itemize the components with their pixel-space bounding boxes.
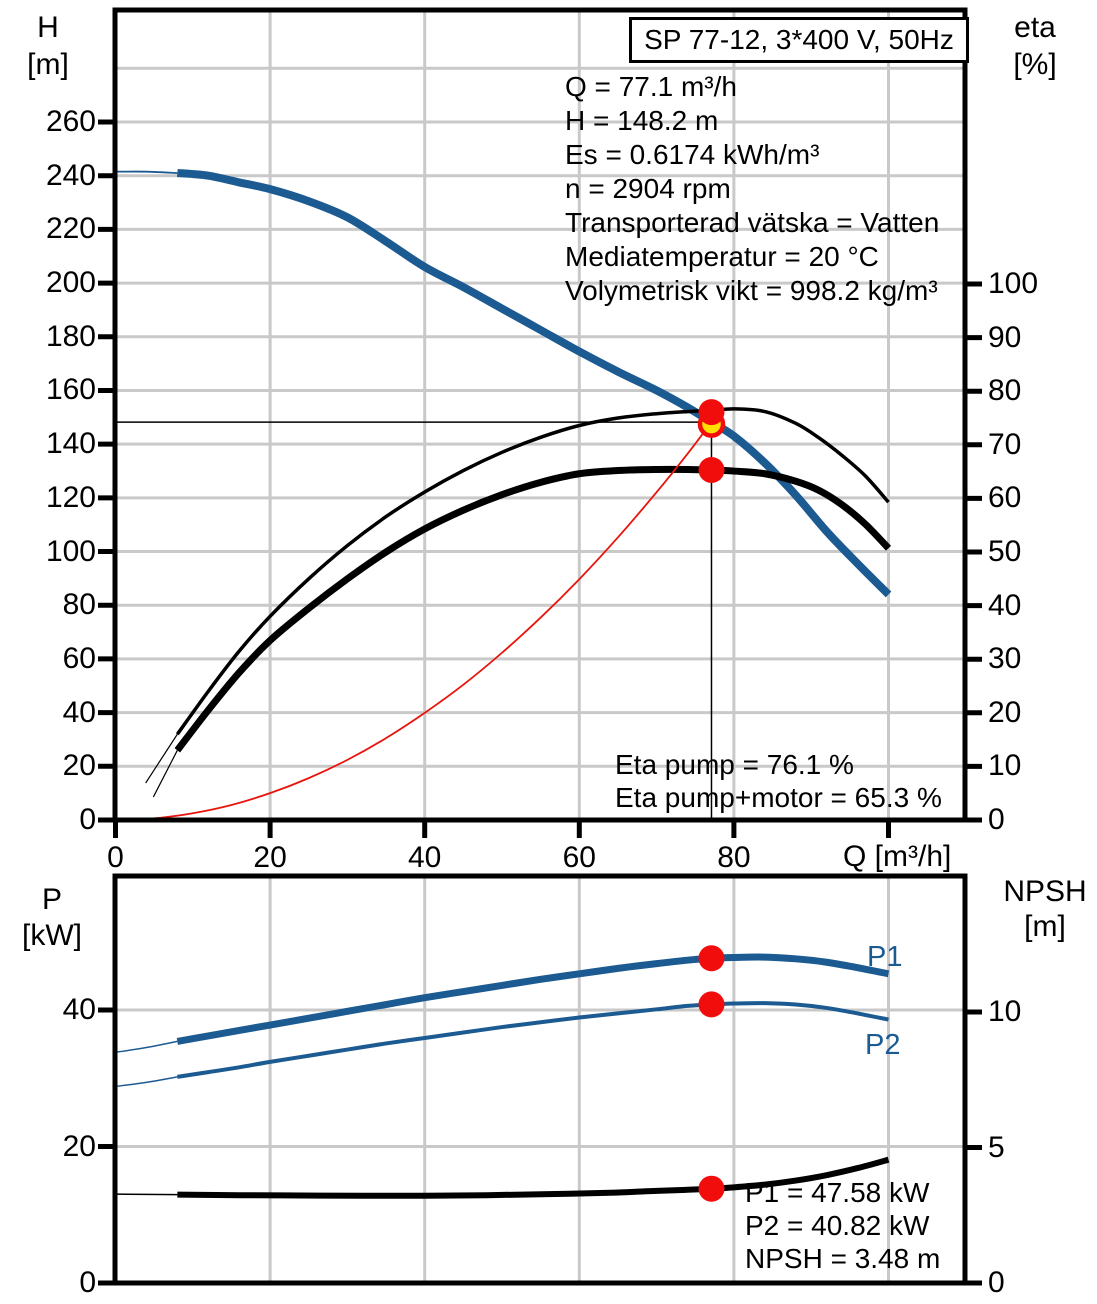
operating-point-marker [698, 1175, 725, 1202]
x-axis-tick-label: 0 [107, 841, 124, 874]
h-axis-unit: [m] [27, 48, 69, 81]
left-axis-tick-label: 140 [45, 427, 96, 461]
info-line-h: H = 148.2 m [565, 105, 719, 136]
pump-title-box: SP 77-12, 3*400 V, 50Hz [629, 17, 969, 63]
eta-pump-result: Eta pump = 76.1 % [615, 749, 854, 780]
operating-point-marker [698, 991, 725, 1018]
right-axis-tick-label: 100 [988, 267, 1039, 300]
curve-Eta pump [175, 407, 890, 736]
operating-point-marker [698, 945, 725, 972]
x-axis-tick-label: 60 [562, 841, 596, 874]
curve-System curve [130, 421, 713, 821]
right-axis-tick-label: 70 [988, 427, 1022, 461]
p2-result: P2 = 40.82 kW [745, 1210, 930, 1241]
info-line-liquid: Transporterad vätska = Vatten [565, 207, 940, 238]
left-axis-tick-label: 60 [62, 641, 96, 675]
right-axis-tick-label: 80 [988, 374, 1022, 408]
x-axis-tick-label: 40 [408, 841, 442, 874]
eta-axis-unit: [%] [1013, 48, 1057, 81]
eta-pump-motor-result: Eta pump+motor = 65.3 % [615, 782, 942, 813]
npsh-result: NPSH = 3.48 m [745, 1243, 941, 1274]
left-axis-tick-label: 220 [45, 212, 96, 246]
q-axis-label: Q [m³/h] [843, 840, 952, 873]
operating-point-marker [698, 456, 725, 483]
x-axis-tick-label: 80 [717, 841, 751, 874]
curve-H pump curve [115, 170, 178, 174]
right-axis-tick-label: 30 [988, 642, 1022, 676]
plot-border [112, 873, 968, 1286]
curve-NPSH [115, 1193, 178, 1196]
power-result-block: P1 = 47.58 kW P2 = 40.82 kW NPSH = 3.48 … [745, 1176, 940, 1275]
npsh-axis-name: NPSH [1003, 875, 1087, 908]
p2-curve-label: P2 [865, 1029, 901, 1061]
right-axis-tick-label: 10 [988, 749, 1022, 783]
left-axis-tick-label: 260 [45, 105, 96, 138]
p1-result: P1 = 47.58 kW [745, 1177, 930, 1208]
right-axis-tick-label: 0 [988, 1266, 1005, 1299]
left-axis-tick-label: 180 [45, 319, 96, 353]
right-axis-tick-label: 5 [988, 1130, 1005, 1164]
left-axis-tick-label: 240 [45, 158, 96, 192]
right-axis-tick-label: 0 [988, 803, 1005, 836]
curve-Eta pump+motor [152, 750, 178, 798]
left-axis-tick-label: 20 [62, 749, 96, 783]
h-axis-name: H [37, 11, 59, 44]
left-axis-tick-label: 0 [79, 1266, 96, 1299]
info-line-q: Q = 77.1 m³/h [565, 71, 737, 102]
left-axis-tick-label: 80 [62, 588, 96, 622]
curve-P1 [176, 953, 890, 1045]
eta-result-block: Eta pump = 76.1 % Eta pump+motor = 65.3 … [615, 748, 942, 814]
eta-axis-name: eta [1014, 11, 1056, 44]
left-axis-tick-label: 100 [45, 534, 96, 568]
left-axis-tick-label: 160 [45, 373, 96, 407]
curve-NPSH [177, 1156, 890, 1199]
right-axis-tick-label: 20 [988, 695, 1022, 729]
info-line-temp: Mediatemperatur = 20 °C [565, 241, 879, 272]
right-axis-tick-label: 90 [988, 320, 1022, 354]
p-axis-name: P [41, 883, 62, 916]
operating-point-marker [698, 399, 725, 426]
right-axis-tick-label: 60 [988, 481, 1022, 515]
curve-P2 [177, 1001, 889, 1079]
plot-border [112, 7, 968, 823]
left-axis-tick-label: 200 [45, 266, 96, 300]
npsh-axis-unit: [m] [1024, 910, 1066, 943]
right-axis-tick-label: 50 [988, 535, 1022, 568]
curve-Eta pump [145, 733, 178, 784]
left-axis-tick-label: 40 [62, 993, 96, 1026]
left-axis-tick-label: 40 [62, 695, 96, 729]
right-axis-tick-label: 10 [988, 995, 1022, 1028]
info-line-density: Volymetrisk vikt = 998.2 kg/m³ [565, 275, 938, 306]
curve-Eta pump+motor [174, 465, 892, 753]
p-axis-unit: [kW] [22, 919, 82, 952]
duty-info-block: Q = 77.1 m³/h H = 148.2 m Es = 0.6174 kW… [565, 70, 939, 308]
left-axis-tick-label: 20 [62, 1129, 96, 1163]
curve-P2 [115, 1076, 178, 1088]
x-axis-tick-label: 20 [253, 841, 287, 874]
left-axis-tick-label: 0 [79, 803, 96, 836]
left-axis-tick-label: 120 [45, 480, 96, 514]
info-line-n: n = 2904 rpm [565, 173, 731, 204]
info-line-es: Es = 0.6174 kWh/m³ [565, 139, 820, 170]
pump-title-text: SP 77-12, 3*400 V, 50Hz [644, 24, 954, 55]
right-axis-tick-label: 40 [988, 588, 1022, 622]
p1-curve-label: P1 [867, 941, 903, 973]
curve-P1 [115, 1040, 178, 1054]
